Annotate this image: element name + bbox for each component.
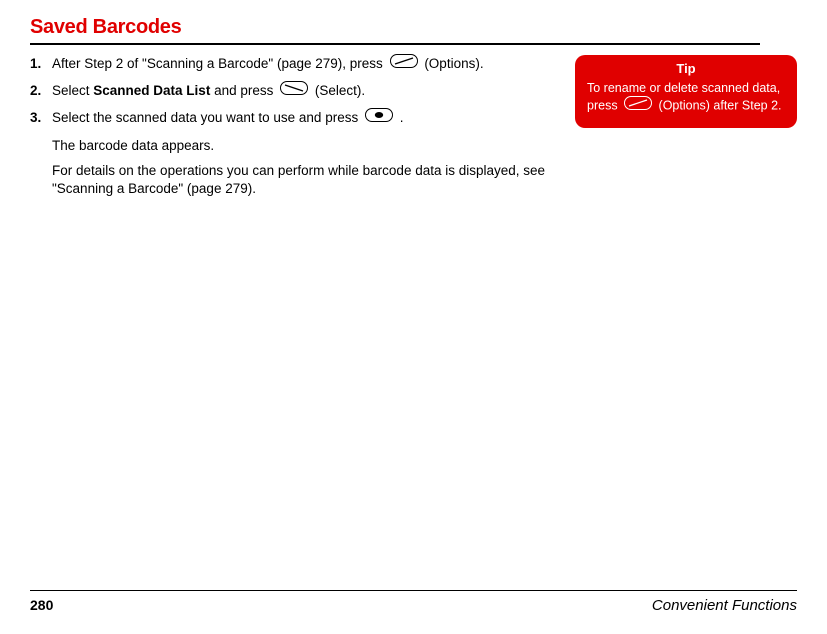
tip-callout: Tip To rename or delete scanned data, pr… [575,55,797,128]
step-text: (Options). [424,56,483,71]
tip-title: Tip [587,61,785,77]
step-body: Select the scanned data you want to use … [52,109,550,128]
step-2: 2. Select Scanned Data List and press (S… [30,82,550,101]
step-text: Select the scanned data you want to use … [52,111,362,126]
step-text: . [400,111,404,126]
step-text: (Select). [315,83,365,98]
step-text: After Step 2 of "Scanning a Barcode" (pa… [52,56,387,71]
page-number: 280 [30,597,53,613]
page-footer: 280 Convenient Functions [30,590,797,614]
follow-text: The barcode data appears. For details on… [52,137,550,200]
section-name: Convenient Functions [652,597,797,614]
select-key-icon [280,81,308,100]
step-number: 2. [30,82,52,100]
step-bold: Scanned Data List [93,83,210,98]
options-key-icon [390,54,418,73]
follow-line: For details on the operations you can pe… [52,162,550,200]
tip-text: (Options) after Step 2. [659,98,782,112]
center-key-icon [365,108,393,127]
tip-body: To rename or delete scanned data, press … [587,81,785,115]
step-1: 1. After Step 2 of "Scanning a Barcode" … [30,55,550,74]
content-row: 1. After Step 2 of "Scanning a Barcode" … [30,55,797,205]
step-body: After Step 2 of "Scanning a Barcode" (pa… [52,55,550,74]
steps-column: 1. After Step 2 of "Scanning a Barcode" … [30,55,550,205]
step-body: Select Scanned Data List and press (Sele… [52,82,550,101]
step-number: 1. [30,55,52,73]
step-text: and press [214,83,277,98]
heading-rule [30,43,760,45]
follow-line: The barcode data appears. [52,137,550,156]
options-key-icon [624,96,652,115]
manual-page: Saved Barcodes 1. After Step 2 of "Scann… [0,0,827,634]
step-text: Select [52,83,93,98]
step-3: 3. Select the scanned data you want to u… [30,109,550,128]
page-heading: Saved Barcodes [30,16,797,39]
step-number: 3. [30,109,52,127]
